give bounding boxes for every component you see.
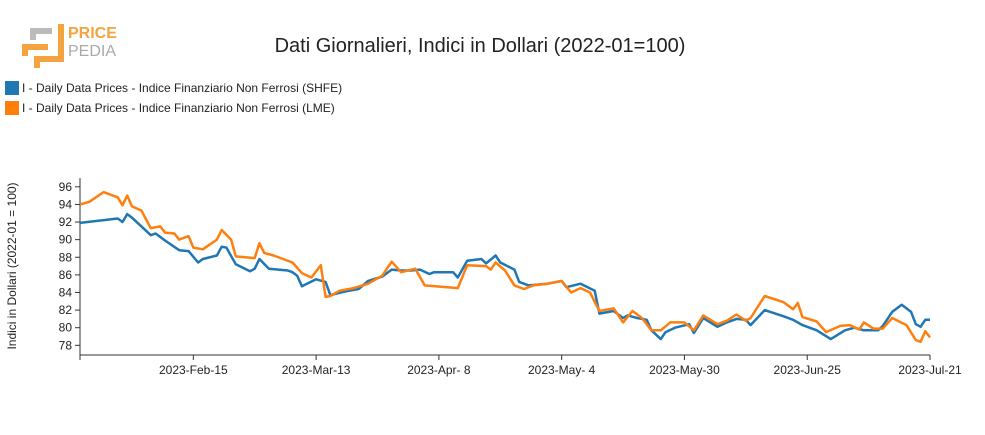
legend-label: I - Daily Data Prices - Indice Finanziar…: [22, 101, 335, 115]
chart-title: Dati Giornalieri, Indici in Dollari (202…: [275, 35, 686, 57]
y-tick-label: 96: [59, 180, 73, 194]
y-tick-label: 92: [59, 215, 73, 229]
y-tick-label: 90: [59, 233, 73, 247]
y-tick-label: 88: [59, 250, 73, 264]
y-tick-label: 80: [59, 321, 73, 335]
y-tick-label: 86: [59, 268, 73, 282]
series-line: [79, 212, 930, 341]
x-tick-label: 2023-Jun-25: [774, 363, 842, 377]
logo: PRICE PEDIA: [22, 24, 117, 68]
y-tick-label: 78: [59, 338, 73, 352]
series-line: [79, 190, 931, 344]
y-tick-label: 82: [59, 303, 73, 317]
logo-mark: [34, 24, 64, 68]
y-tick-label: 94: [59, 197, 73, 211]
logo-mark: [22, 44, 48, 56]
x-tick-label: 2023-Feb-15: [159, 363, 228, 377]
x-tick-label: 2023-Apr- 8: [407, 363, 471, 377]
x-tick-label: 2023-Jul-21: [898, 363, 962, 377]
y-tick-label: 84: [59, 285, 73, 299]
logo-text: PEDIA: [68, 43, 116, 60]
legend-swatch: [5, 81, 19, 95]
x-tick-label: 2023-May- 4: [528, 363, 596, 377]
legend-swatch: [5, 101, 19, 115]
x-tick-label: 2023-Mar-13: [282, 363, 351, 377]
y-axis-label: Indici in Dollari (2022-01 = 100): [5, 182, 19, 349]
logo-mark: [30, 28, 52, 40]
legend-label: I - Daily Data Prices - Indice Finanziar…: [22, 81, 342, 95]
x-tick-label: 2023-May-30: [649, 363, 720, 377]
logo-text: PRICE: [68, 25, 117, 42]
